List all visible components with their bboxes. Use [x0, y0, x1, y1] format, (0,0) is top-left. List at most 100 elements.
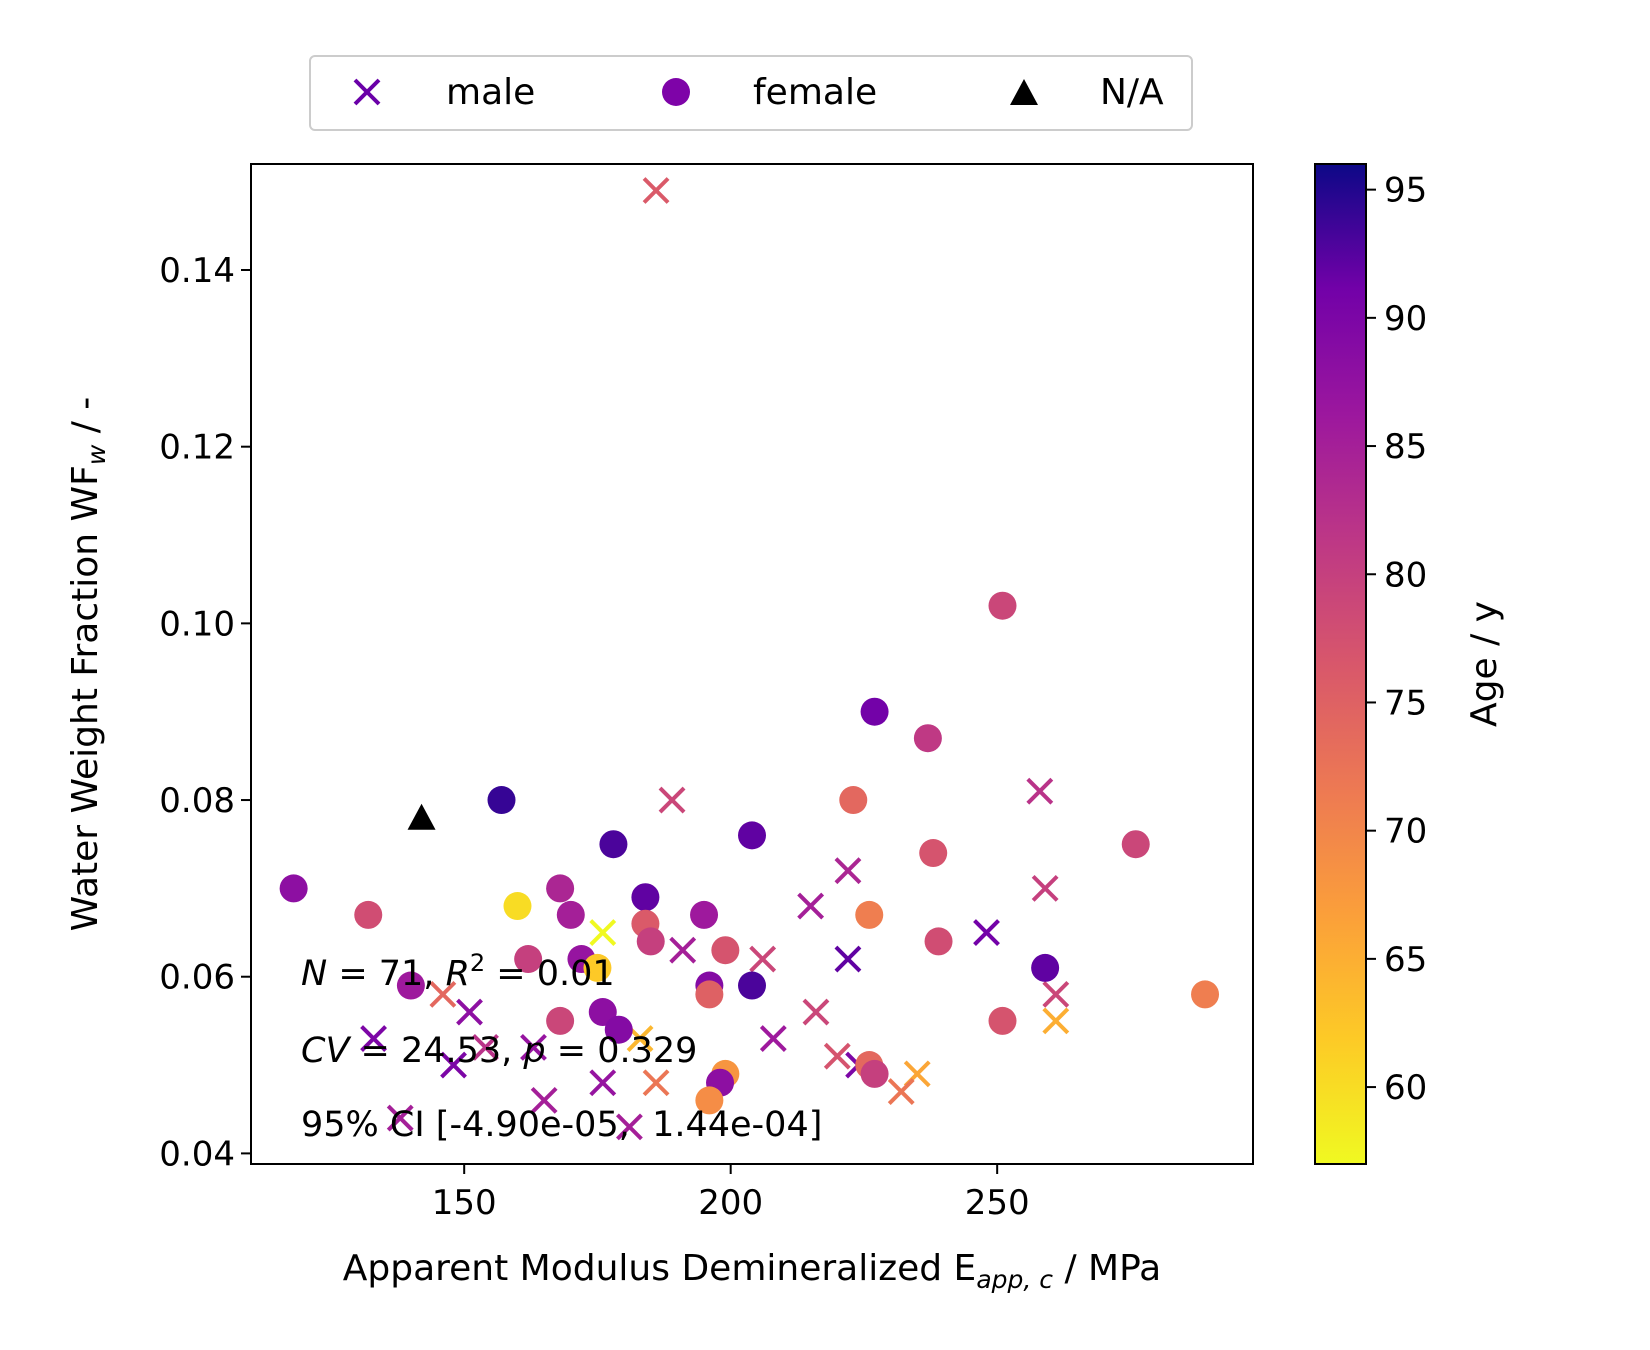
colorbar-tick-label: 65	[1384, 940, 1427, 980]
legend: male female N/A	[309, 55, 1193, 131]
female-point	[604, 1015, 633, 1044]
x-tick-label: 250	[965, 1183, 1030, 1223]
male-point	[429, 980, 457, 1008]
axes-frame	[250, 163, 1254, 1165]
colorbar-label: Age / y	[1464, 601, 1505, 727]
male-point	[834, 945, 862, 973]
male-point	[973, 919, 1000, 946]
x-axis-label-main: Apparent Modulus Demineralized E	[343, 1248, 977, 1289]
colorbar-tick-label: 70	[1384, 812, 1427, 852]
colorbar-tick-label: 80	[1384, 555, 1427, 595]
x-tick-label: 200	[698, 1183, 763, 1223]
female-point	[636, 927, 665, 956]
male-point	[520, 1033, 547, 1061]
female-point	[546, 874, 575, 903]
annotation-n-symbol: N	[301, 954, 327, 994]
annotation-cv-value: = 24.53,	[349, 1031, 523, 1071]
legend-marker-female	[662, 78, 690, 106]
female-point	[503, 892, 532, 921]
female-point	[738, 821, 766, 850]
colorbar-gradient	[1314, 163, 1367, 1165]
colorbar-tick-label: 75	[1384, 683, 1427, 723]
colorbar-tick-label: 95	[1384, 171, 1427, 211]
female-point	[924, 927, 953, 956]
female-point	[556, 900, 585, 929]
female-point	[988, 1006, 1017, 1035]
y-tick-label: 0.12	[159, 428, 235, 468]
male-point	[472, 1033, 499, 1061]
male-point	[589, 919, 617, 946]
colorbar: 60 65 70 75 80 85 90 95 Age / y	[1314, 163, 1505, 1165]
female-point	[599, 830, 628, 859]
female-point	[738, 971, 766, 1000]
annotation-r-superscript: 2	[470, 949, 485, 977]
female-point	[860, 1059, 889, 1088]
x-axis-ticks: 150 200 250	[432, 1164, 1030, 1223]
annotation-line-3: 95% CI [-4.90e-05, 1.44e-04]	[301, 1105, 822, 1145]
legend-label-female: female	[753, 72, 877, 113]
legend-marker-male	[353, 78, 381, 106]
female-point	[695, 980, 724, 1009]
x-axis-label-subscript: app, c	[976, 1265, 1053, 1294]
data-points	[279, 177, 1220, 1141]
y-tick-label: 0.08	[159, 781, 235, 821]
male-point	[797, 892, 825, 920]
female-point	[839, 786, 868, 815]
male-point	[658, 786, 686, 814]
male-point	[759, 1025, 787, 1052]
legend-label-na: N/A	[1100, 72, 1164, 113]
colorbar-tick-label: 85	[1384, 427, 1427, 467]
y-axis-label-main: Water Weight Fraction WF	[65, 465, 106, 931]
colorbar-tick-label: 90	[1384, 299, 1427, 339]
female-point	[855, 900, 884, 929]
female-point	[711, 936, 740, 965]
plot-area: 150 200 250 0.04 0.06 0.08 0.10 0.12 0.14 N = 7…	[159, 163, 1254, 1223]
y-axis-label-unit: / -	[65, 397, 106, 445]
male-point	[616, 1113, 643, 1141]
legend-label-male: male	[446, 72, 535, 113]
female-point	[546, 1006, 575, 1035]
y-axis-ticks: 0.04 0.06 0.08 0.10 0.12 0.14	[159, 251, 251, 1174]
x-tick-label: 150	[432, 1183, 497, 1223]
male-point	[802, 998, 830, 1026]
male-point	[749, 945, 777, 973]
female-point	[913, 724, 942, 753]
annotation-p-value: = 0.329	[546, 1031, 698, 1071]
legend-frame	[309, 55, 1193, 131]
male-point	[530, 1086, 558, 1114]
y-axis-label: Water Weight Fraction WFw / -	[65, 397, 111, 932]
female-point	[583, 953, 612, 982]
x-axis-label-unit: / MPa	[1053, 1248, 1161, 1289]
male-point	[1042, 1007, 1070, 1035]
x-axis-label: Apparent Modulus Demineralized Eapp, c /…	[343, 1248, 1162, 1294]
female-point	[487, 786, 516, 815]
y-tick-label: 0.10	[159, 604, 235, 644]
male-point	[440, 1051, 467, 1079]
annotation-line-2: CV = 24.53, p = 0.329	[301, 1031, 697, 1071]
legend-entry-female: female	[662, 72, 877, 113]
colorbar-ticks: 60 65 70 75 80 85 90 95	[1366, 171, 1427, 1108]
female-point	[695, 1086, 724, 1115]
male-point	[1026, 777, 1054, 805]
female-point	[860, 697, 889, 726]
stats-annotation: N = 71, R2 = 0.01 CV = 24.53, p = 0.329 …	[301, 949, 822, 1145]
male-point	[589, 1069, 617, 1097]
annotation-line-1: N = 71, R2 = 0.01	[301, 949, 615, 994]
female-point	[919, 839, 948, 868]
legend-marker-na	[1010, 79, 1038, 105]
female-point	[1191, 980, 1220, 1009]
male-point	[887, 1078, 915, 1105]
annotation-n-value: = 71,	[327, 954, 445, 994]
male-point	[1042, 980, 1070, 1008]
male-point	[669, 936, 697, 964]
colorbar-tick-label: 60	[1384, 1068, 1427, 1108]
na-point	[407, 803, 436, 830]
annotation-p-symbol: p	[522, 1031, 545, 1071]
female-point	[631, 883, 660, 912]
female-point	[514, 945, 543, 974]
y-tick-label: 0.06	[159, 958, 235, 998]
female-point	[1031, 953, 1060, 982]
male-point	[834, 857, 862, 885]
male-point	[642, 177, 670, 204]
